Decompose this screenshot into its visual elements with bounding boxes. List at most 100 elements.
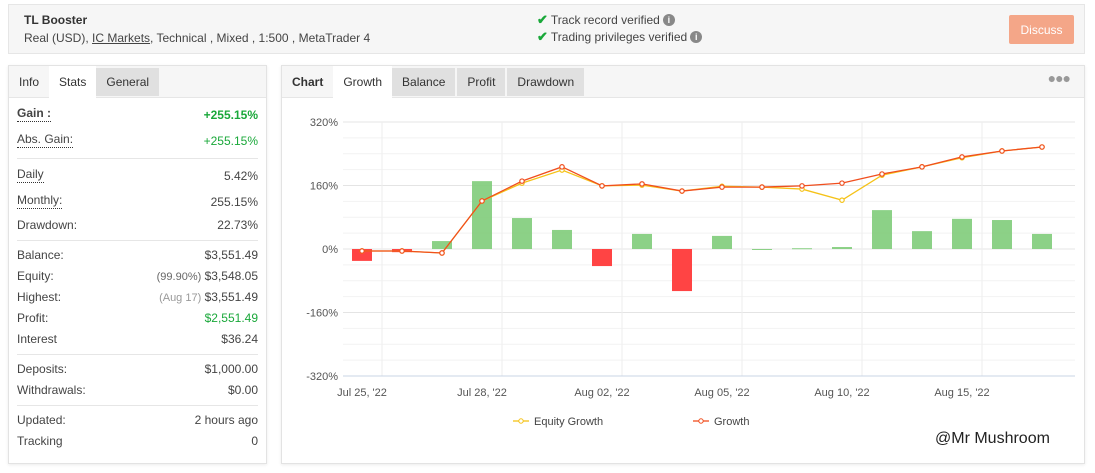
deposits-value: $1,000.00 <box>204 362 258 376</box>
drawdown-value: 22.73% <box>217 218 258 232</box>
left-tabs: Info Stats General <box>9 66 266 99</box>
profit-bar <box>752 249 772 250</box>
x-tick-label: Aug 02, '22 <box>574 387 629 399</box>
tab-balance[interactable]: Balance <box>392 68 456 96</box>
gain-value: +255.15% <box>203 108 258 122</box>
x-tick-label: Aug 15, '22 <box>934 387 989 399</box>
profit-bar <box>792 248 812 250</box>
abs-gain-value: +255.15% <box>203 134 258 148</box>
data-point <box>1039 144 1045 150</box>
daily-value: 5.42% <box>223 169 258 183</box>
growth-chart: 320% 160% 0% -160% -320% Jul 25, '22 Jul 28, '… <box>306 117 1075 428</box>
data-point <box>759 184 765 190</box>
gain-label[interactable]: Gain : <box>17 106 52 122</box>
data-point <box>439 250 445 256</box>
stats-list: Gain : +255.15% Abs. Gain: +255.15% Daily 5… <box>9 98 266 452</box>
info-icon[interactable]: i <box>662 14 675 26</box>
profit-bar <box>472 181 492 249</box>
highest-date: (Aug 17) <box>159 292 202 304</box>
legend-marker <box>698 418 704 424</box>
y-tick-label: 320% <box>310 117 338 129</box>
system-details: Real (USD), IC Markets, Technical , Mixe… <box>24 31 370 45</box>
interest-value: $36.24 <box>221 332 258 346</box>
account-type: Real (USD), <box>24 31 89 45</box>
updated-value: 2 hours ago <box>194 413 258 427</box>
data-point <box>879 171 885 177</box>
profit-bar <box>992 220 1012 249</box>
track-record-verified: ✔ Track record verified i <box>537 12 675 28</box>
abs-gain-label[interactable]: Abs. Gain: <box>17 132 74 148</box>
profit-bar <box>632 233 652 249</box>
profit-bar <box>952 218 972 249</box>
tab-info[interactable]: Info <box>19 75 40 89</box>
daily-label[interactable]: Daily <box>17 167 44 183</box>
monthly-label[interactable]: Monthly: <box>17 193 63 209</box>
profit-bar <box>672 249 692 292</box>
withdrawals-value: $0.00 <box>227 383 258 397</box>
data-point <box>399 248 405 254</box>
balance-value: $3,551.49 <box>204 248 258 262</box>
x-tick-label: Jul 25, '22 <box>337 387 387 399</box>
profit-bar <box>872 210 892 249</box>
broker-link[interactable]: IC Markets <box>92 31 151 45</box>
balance-label: Balance: <box>17 248 64 262</box>
equity-value: $3,548.05 <box>204 269 258 283</box>
tab-general[interactable]: General <box>96 68 160 96</box>
check-icon: ✔ <box>537 29 548 44</box>
tab-stats[interactable]: Stats <box>49 66 97 99</box>
data-point <box>679 188 685 194</box>
chart-panel: Chart Growth Balance Profit Drawdown ●●●… <box>281 65 1085 464</box>
tracking-value: 0 <box>251 434 258 448</box>
data-point <box>599 183 605 189</box>
profit-bar <box>552 229 572 249</box>
tab-growth[interactable]: Growth <box>333 66 393 99</box>
tab-profit[interactable]: Profit <box>457 68 506 96</box>
y-tick-label: -320% <box>306 371 338 383</box>
discuss-button[interactable]: Discuss <box>1009 15 1074 44</box>
highest-value: $3,551.49 <box>204 290 258 304</box>
x-tick-label: Aug 10, '22 <box>814 387 869 399</box>
system-title: TL Booster <box>24 13 88 27</box>
updated-label: Updated: <box>17 413 66 427</box>
profit-bar <box>712 235 732 249</box>
tab-drawdown[interactable]: Drawdown <box>507 68 585 96</box>
monthly-value: 255.15% <box>210 195 258 209</box>
y-tick-label: -160% <box>306 308 338 320</box>
data-point <box>719 184 725 190</box>
profit-bar <box>512 218 532 249</box>
legend-label: Equity Growth <box>534 416 603 428</box>
system-attributes: , Technical , Mixed , 1:500 , MetaTrader… <box>150 31 371 45</box>
interest-label: Interest <box>17 332 58 346</box>
x-tick-label: Aug 05, '22 <box>694 387 749 399</box>
more-options-icon[interactable]: ●●● <box>1047 70 1071 86</box>
profit-bar <box>592 249 612 267</box>
system-header: TL Booster Real (USD), IC Markets, Techn… <box>8 4 1085 54</box>
data-point <box>999 148 1005 154</box>
divider <box>17 354 258 355</box>
data-point <box>519 178 525 184</box>
data-point <box>559 164 565 170</box>
data-point <box>479 198 485 204</box>
profit-bar <box>832 247 852 249</box>
divider <box>17 240 258 241</box>
highest-label: Highest: <box>17 290 62 304</box>
watermark: @Mr Mushroom <box>935 430 1050 447</box>
legend-label: Growth <box>714 416 749 428</box>
divider <box>17 405 258 406</box>
data-point <box>959 154 965 160</box>
x-tick-label: Jul 28, '22 <box>457 387 507 399</box>
drawdown-label: Drawdown: <box>17 218 78 232</box>
divider <box>17 158 258 159</box>
deposits-label: Deposits: <box>17 362 68 376</box>
equity-label: Equity: <box>17 269 54 283</box>
info-icon[interactable]: i <box>690 31 703 43</box>
check-icon: ✔ <box>537 12 548 27</box>
y-tick-label: 160% <box>310 181 338 193</box>
data-point <box>919 164 925 170</box>
data-point <box>839 197 845 203</box>
chart-tabs: Chart Growth Balance Profit Drawdown <box>282 66 1084 99</box>
chart-tab-label: Chart <box>292 75 324 89</box>
data-point <box>839 180 845 186</box>
trading-privileges-verified: ✔ Trading privileges verified i <box>537 29 703 45</box>
profit-bar <box>1032 233 1052 249</box>
